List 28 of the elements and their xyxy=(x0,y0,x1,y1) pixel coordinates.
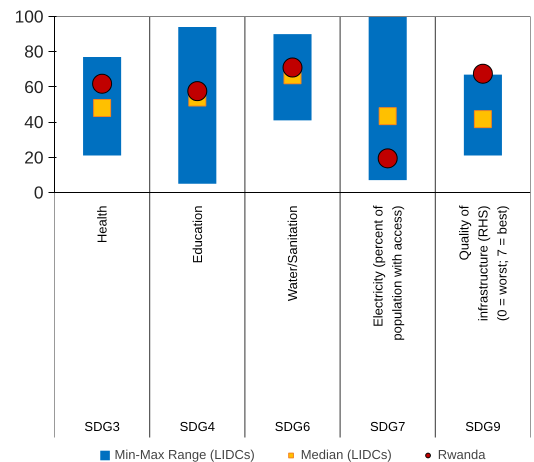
y-tick-label: 100 xyxy=(14,6,44,26)
legend-label: Rwanda xyxy=(438,447,486,462)
point xyxy=(92,74,112,94)
x-tick-label: Water/Sanitation xyxy=(285,205,300,302)
point xyxy=(378,148,398,168)
x-tick-label: Electricity (percent of population with access) xyxy=(370,205,405,341)
point xyxy=(472,64,493,84)
legend-label: Min-Max Range (LIDCs) xyxy=(114,447,255,462)
point xyxy=(282,58,302,78)
y-tick-label: 20 xyxy=(24,147,44,168)
text: SDG9 xyxy=(465,419,501,434)
x-tick-label: Education xyxy=(190,205,205,264)
bar xyxy=(178,27,216,184)
text: SDG4 xyxy=(180,419,216,434)
point xyxy=(474,110,492,128)
legend-label: Median (LIDCs) xyxy=(300,447,392,462)
y-tick-label: 0 xyxy=(34,182,44,202)
x-tick-label: Health xyxy=(94,206,110,244)
point xyxy=(187,81,208,102)
x-tick-label: Quality of infrastructure (RHS) (0 = worst; 7 = best) xyxy=(456,205,510,322)
y-tick-label: 40 xyxy=(24,112,44,132)
text: SDG7 xyxy=(370,419,406,434)
point xyxy=(378,107,397,126)
y-tick-label: 60 xyxy=(24,76,44,97)
point xyxy=(93,99,112,118)
text: SDG6 xyxy=(274,419,310,434)
y-tick-label: 80 xyxy=(24,42,44,62)
text: SDG3 xyxy=(84,419,120,434)
